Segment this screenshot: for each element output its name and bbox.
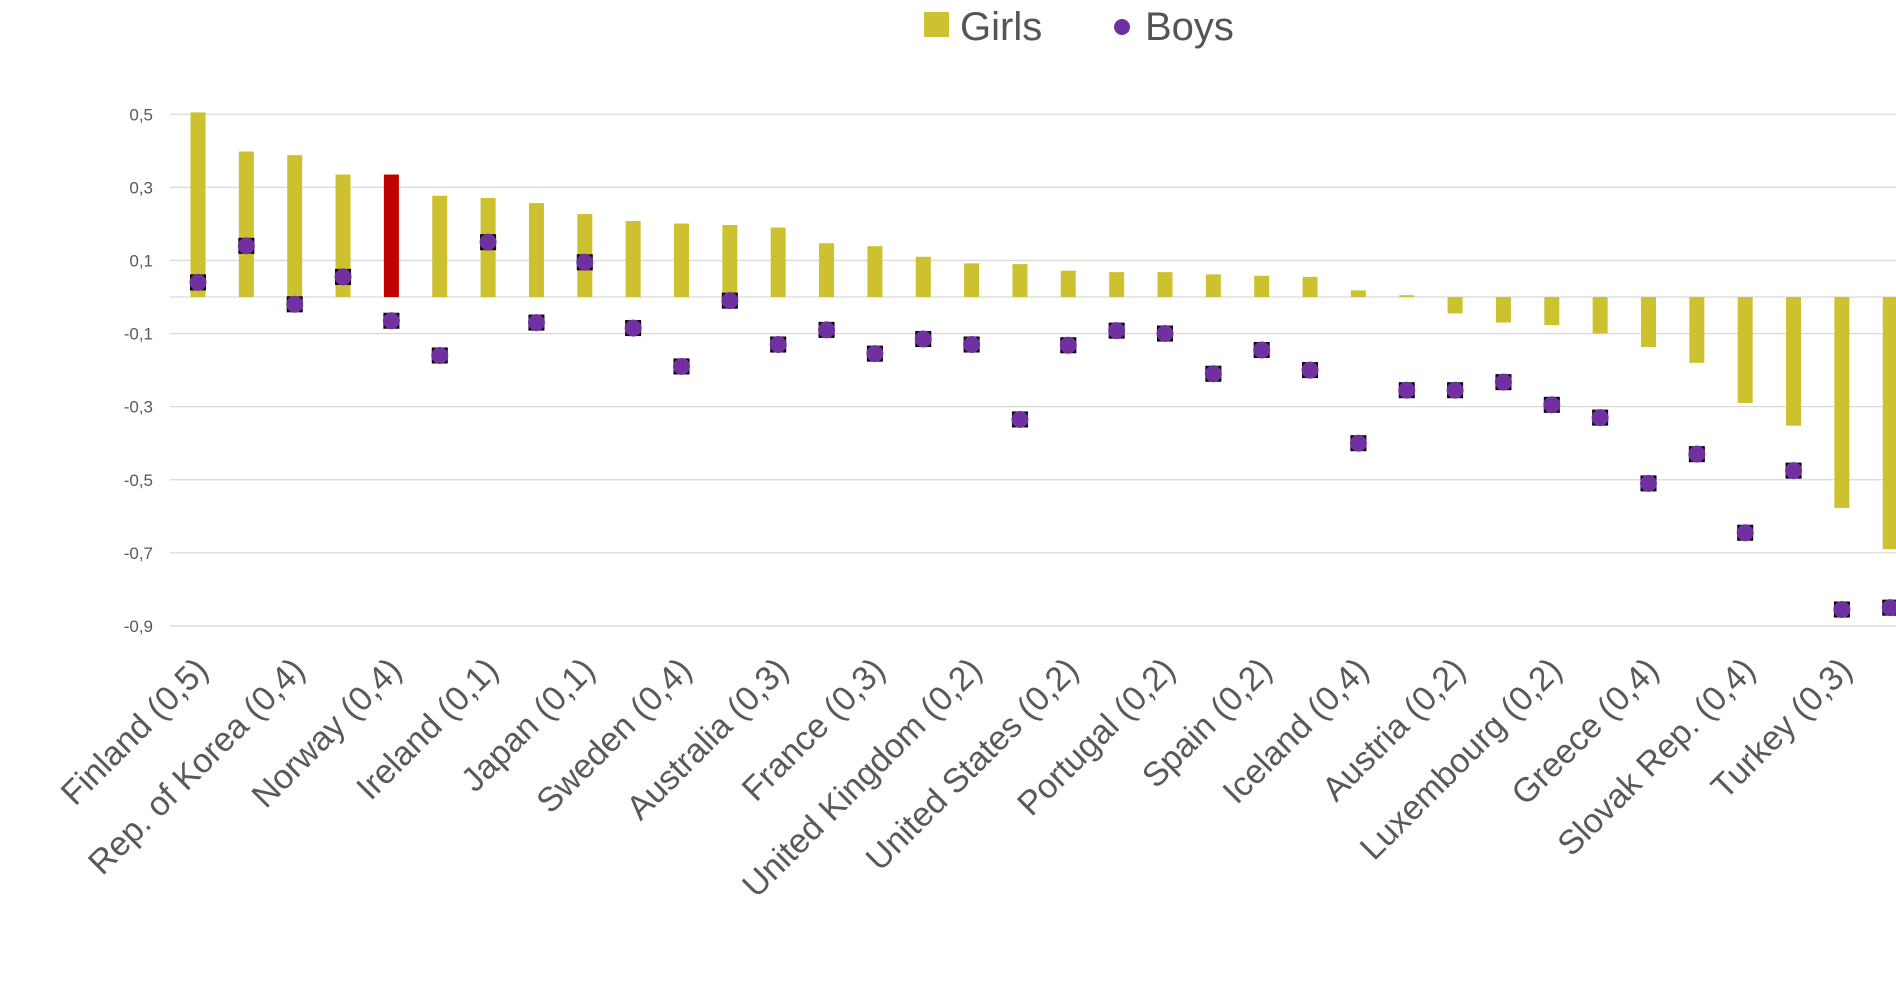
gridlines xyxy=(170,113,1896,627)
girls-bar xyxy=(625,220,641,297)
girls-bar xyxy=(1254,275,1270,297)
boys-point xyxy=(1108,322,1126,340)
boys-point xyxy=(1494,373,1512,391)
boys-point xyxy=(818,321,836,339)
girls-bar xyxy=(770,227,786,297)
girls-bar xyxy=(1786,297,1802,426)
girls-bar xyxy=(964,263,980,297)
legend-boys-marker xyxy=(1114,19,1130,35)
boys-point xyxy=(1156,325,1174,343)
boys-point xyxy=(624,319,642,337)
boys-point xyxy=(189,273,207,291)
boys-point xyxy=(576,253,594,271)
boys-point xyxy=(1688,445,1706,463)
girls-bar xyxy=(1689,297,1705,363)
girls-bar xyxy=(238,151,254,297)
girls-bar xyxy=(1737,297,1753,403)
boys-point xyxy=(1446,381,1464,399)
x-axis-labels: Finland (0,5)Rep. of Korea (0,4)Norway (… xyxy=(54,651,1860,905)
y-tick-label: 0,1 xyxy=(129,251,153,270)
boys-point xyxy=(286,295,304,313)
girls-bar xyxy=(1109,272,1125,297)
legend-boys-label: Boys xyxy=(1145,5,1234,49)
girls-bar xyxy=(1641,297,1656,348)
girls-bar xyxy=(335,174,351,297)
girls-bar xyxy=(867,246,883,297)
boys-point xyxy=(769,336,787,354)
boys-point xyxy=(1881,599,1896,617)
boys-point xyxy=(479,233,497,251)
y-axis: 0,5 0,3 0,1 -0,1 -0,3 -0,5 -0,7 -0,9 xyxy=(124,105,153,636)
boys-point xyxy=(382,312,400,330)
legend-girls-swatch xyxy=(924,12,949,37)
boys-point xyxy=(1543,396,1561,414)
girls-bar xyxy=(190,112,206,297)
girls-bar xyxy=(1350,290,1366,297)
girls-bar xyxy=(1447,297,1463,314)
boys-point xyxy=(1204,365,1222,383)
boys-point xyxy=(1011,410,1029,428)
boys-point xyxy=(1253,341,1271,359)
boys-point xyxy=(1349,434,1367,452)
boys-point xyxy=(963,336,981,354)
girls-bars xyxy=(190,112,1896,550)
boys-point xyxy=(431,346,449,364)
legend-girls-label: Girls xyxy=(960,5,1042,49)
y-tick-label: -0,9 xyxy=(124,617,153,636)
boys-point xyxy=(334,268,352,286)
girls-bar xyxy=(1544,297,1560,326)
girls-bar xyxy=(432,195,448,297)
boys-point xyxy=(1736,524,1754,542)
girls-bar xyxy=(1882,297,1896,550)
boys-point xyxy=(673,357,690,375)
girls-bar xyxy=(287,155,303,297)
boys-point xyxy=(527,314,545,332)
y-tick-label: -0,7 xyxy=(124,544,153,563)
girls-bar xyxy=(722,224,738,297)
boys-point xyxy=(1059,336,1077,354)
boys-point xyxy=(721,292,739,310)
girls-bar xyxy=(915,256,931,297)
girls-bar xyxy=(1399,295,1415,297)
girls-bar xyxy=(1302,276,1318,297)
boys-points xyxy=(189,233,1896,619)
y-tick-label: 0,5 xyxy=(129,105,153,124)
girls-bar xyxy=(1592,297,1608,334)
y-tick-label: -0,5 xyxy=(124,471,153,490)
girls-bar xyxy=(1060,270,1076,297)
boys-point xyxy=(866,345,884,363)
girls-bar xyxy=(1495,297,1511,323)
y-tick-label: -0,3 xyxy=(124,398,153,417)
girls-bar xyxy=(819,243,835,297)
girls-bar xyxy=(383,174,399,297)
legend: Girls Boys xyxy=(924,5,1234,49)
boys-point xyxy=(1301,361,1319,379)
boys-point xyxy=(1591,409,1609,427)
girls-bar xyxy=(1012,264,1028,297)
y-tick-label: 0,3 xyxy=(129,178,153,197)
girls-bar xyxy=(528,203,544,297)
boys-point xyxy=(1398,381,1416,399)
girls-bar xyxy=(674,223,689,297)
boys-point xyxy=(1785,462,1803,480)
girls-bar xyxy=(1205,274,1221,297)
boys-point xyxy=(1640,474,1657,492)
y-tick-label: -0,1 xyxy=(124,325,153,344)
boys-point xyxy=(1833,601,1851,619)
boys-point xyxy=(237,237,255,255)
girls-bar xyxy=(1157,272,1173,297)
boys-point xyxy=(914,330,932,348)
girls-bar xyxy=(1834,297,1850,508)
